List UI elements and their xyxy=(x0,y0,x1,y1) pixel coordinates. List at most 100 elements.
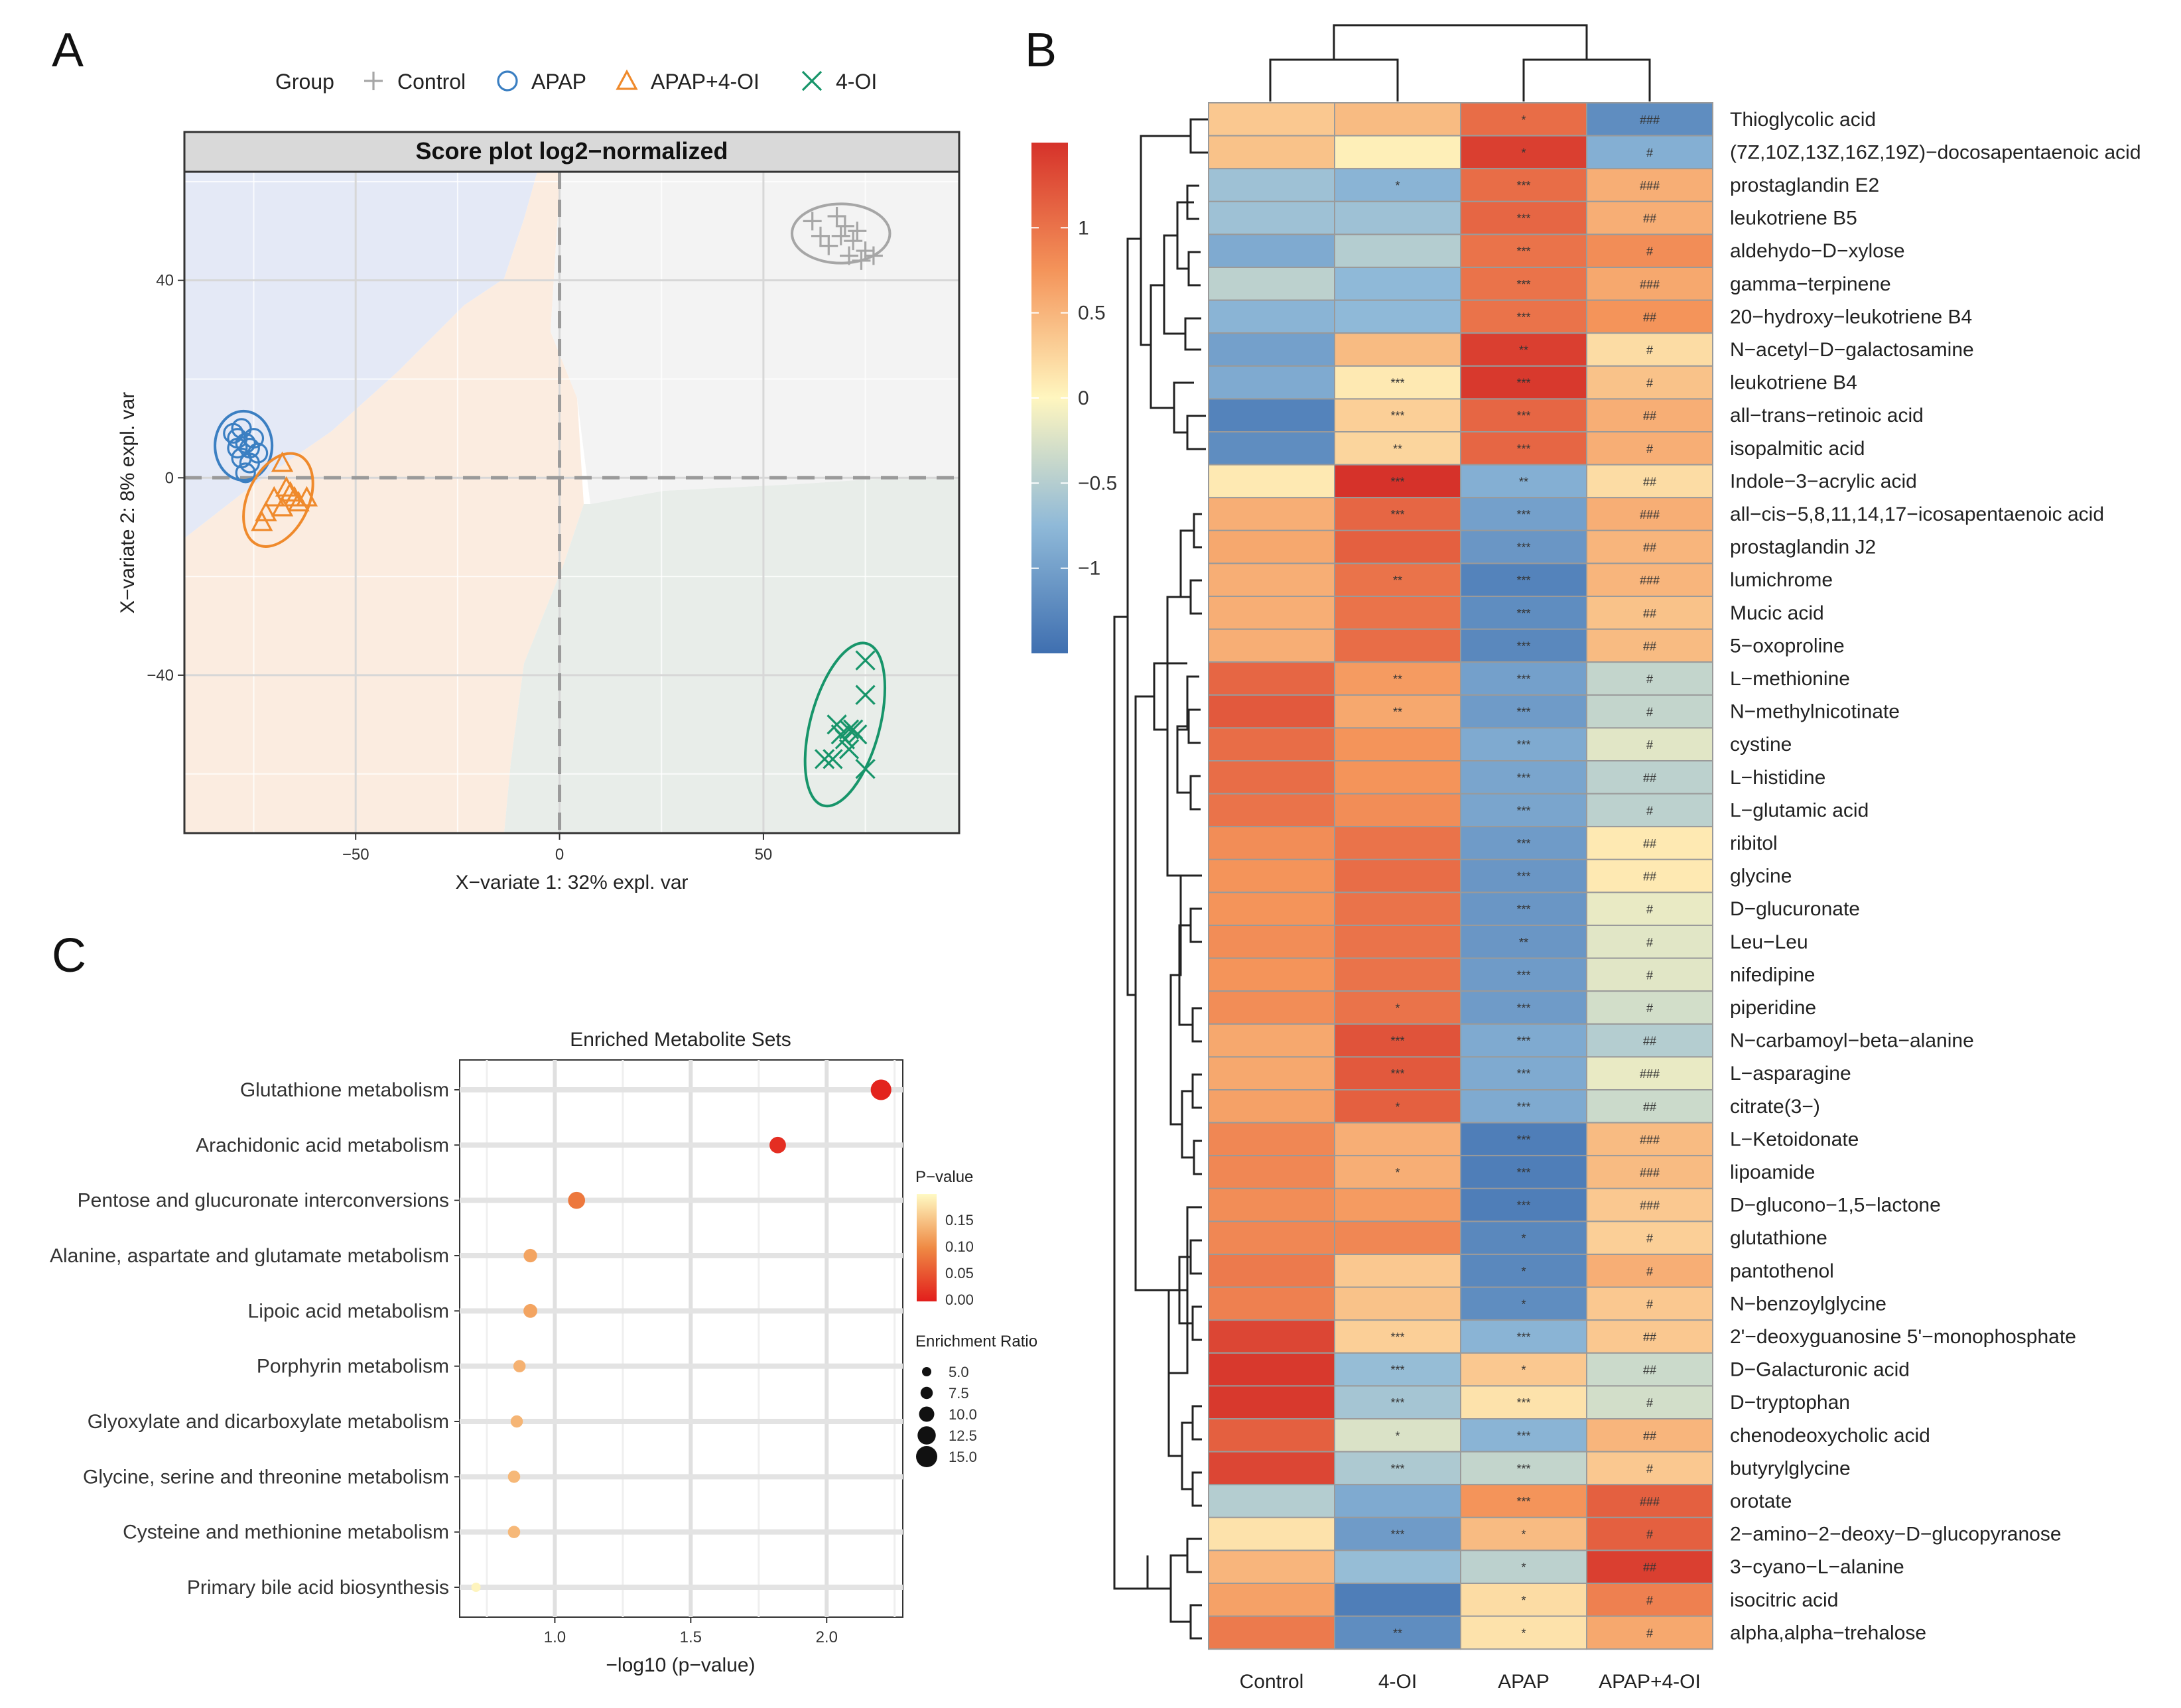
y-tick-label: 0 xyxy=(165,469,174,487)
y-tick-label: −40 xyxy=(147,667,174,685)
heatmap-cell xyxy=(1208,1155,1335,1189)
heatmap-cell xyxy=(1586,365,1713,400)
significance-mark: # xyxy=(1646,1528,1653,1542)
heatmap-cell xyxy=(1586,1352,1713,1387)
significance-mark: *** xyxy=(1516,738,1530,752)
row-tree-node xyxy=(1186,415,1206,450)
heatmap-cell xyxy=(1208,1451,1335,1486)
ratio-tick-label: 5.0 xyxy=(949,1364,969,1380)
x-tick-label: 1.5 xyxy=(680,1628,702,1646)
significance-mark: ### xyxy=(1640,113,1660,127)
enrichment-plot: Enriched Metabolite Sets Glutathione met… xyxy=(50,1029,1037,1676)
heatmap-row-label: N−methylnicotinate xyxy=(1730,701,1900,723)
heatmap-cell xyxy=(1586,497,1713,531)
metabolite-set-label: Glutathione metabolism xyxy=(240,1079,449,1101)
row-tree-node xyxy=(1193,1140,1202,1175)
row-tree-node xyxy=(1166,596,1181,877)
significance-mark: * xyxy=(1521,1626,1526,1640)
heatmap-cell xyxy=(1334,365,1461,400)
significance-mark: ### xyxy=(1640,1133,1660,1146)
heatmap-row-label: all−trans−retinoic acid xyxy=(1730,405,1924,427)
significance-mark: ## xyxy=(1643,212,1656,226)
heatmap-row-label: L−histidine xyxy=(1730,767,1825,789)
significance-mark: # xyxy=(1646,968,1653,982)
colorbar-tick-label: −1 xyxy=(1078,558,1100,580)
heatmap-row-label: (7Z,10Z,13Z,16Z,19Z)−docosapentaenoic ac… xyxy=(1730,141,2141,163)
significance-mark: # xyxy=(1646,903,1653,916)
heatmap-cell xyxy=(1586,661,1713,696)
row-tree-node xyxy=(1191,1405,1202,1441)
row-tree-node xyxy=(1176,725,1191,794)
heatmap-cell xyxy=(1334,760,1461,795)
significance-mark: *** xyxy=(1516,837,1530,850)
heatmap-cell xyxy=(1208,628,1335,663)
significance-mark: ** xyxy=(1393,706,1402,719)
heatmap-cell xyxy=(1586,1023,1713,1058)
significance-mark: *** xyxy=(1516,212,1530,226)
heatmap-cell xyxy=(1586,596,1713,630)
heatmap-row-label: 2−amino−2−deoxy−D−glucopyranose xyxy=(1730,1524,2062,1545)
heatmap-cell xyxy=(1208,1352,1335,1387)
heatmap-row-label: prostaglandin E2 xyxy=(1730,174,1879,196)
heatmap-cell xyxy=(1334,1516,1461,1551)
heatmap-cell xyxy=(1586,891,1713,927)
heatmap-row-label: glutathione xyxy=(1730,1227,1827,1249)
heatmap-cell xyxy=(1460,398,1587,433)
pca-ticks: −50 0 50 40 0 −40 xyxy=(147,272,772,864)
heatmap-cell xyxy=(1586,957,1713,992)
data-point xyxy=(848,222,867,241)
significance-mark: *** xyxy=(1516,179,1530,192)
data-point xyxy=(855,759,876,779)
heatmap-cell xyxy=(1208,1023,1335,1058)
heatmap-cell xyxy=(1460,596,1587,630)
significance-mark: ## xyxy=(1643,1364,1656,1377)
heatmap-cell xyxy=(1586,102,1713,137)
heatmap-cell xyxy=(1208,1220,1335,1256)
significance-mark: *** xyxy=(1390,1331,1404,1344)
significance-mark: * xyxy=(1521,146,1526,159)
heatmap-cell xyxy=(1460,628,1587,663)
heatmap-cell xyxy=(1208,1056,1335,1091)
confidence-ellipse xyxy=(214,409,274,482)
metabolite-set-label: Cysteine and methionine metabolism xyxy=(123,1522,449,1544)
ratio-legend-dot xyxy=(920,1386,933,1400)
heatmap-row-label: Leu−Leu xyxy=(1730,931,1808,953)
heatmap-cell xyxy=(1334,1056,1461,1091)
heatmap-cell xyxy=(1208,1418,1335,1453)
significance-mark: *** xyxy=(1516,1331,1530,1344)
heatmap-cell xyxy=(1334,1615,1461,1650)
heatmap-cell xyxy=(1460,1122,1587,1157)
significance-mark: ### xyxy=(1640,508,1660,521)
heatmap-cell xyxy=(1586,464,1713,499)
heatmap-row-label: N−acetyl−D−galactosamine xyxy=(1730,339,1974,361)
heatmap-row-label: Mucic acid xyxy=(1730,602,1824,624)
significance-mark: ### xyxy=(1640,179,1660,192)
significance-mark: *** xyxy=(1516,1035,1530,1048)
legend-key xyxy=(364,72,383,90)
heatmap-cell xyxy=(1208,200,1335,235)
heatmap-cell xyxy=(1586,1583,1713,1617)
pca-legend: Group Control APAP APAP+4-OI 4-OI xyxy=(275,69,877,94)
heatmap-row-label: chenodeoxycholic acid xyxy=(1730,1425,1930,1447)
significance-mark: *** xyxy=(1516,541,1530,555)
heatmap-row-label: gamma−terpinene xyxy=(1730,273,1891,295)
significance-mark: ### xyxy=(1640,278,1660,291)
heatmap-cell xyxy=(1334,1254,1461,1288)
metabolite-set-label: Alanine, aspartate and glutamate metabol… xyxy=(50,1245,449,1267)
heatmap-cell xyxy=(1460,1155,1587,1189)
significance-mark: *** xyxy=(1390,377,1404,390)
pvalue-tick-label: 0.00 xyxy=(945,1291,974,1308)
metabolite-set-label: Pentose and glucuronate interconversions xyxy=(78,1190,449,1212)
heatmap-cell xyxy=(1208,102,1335,137)
heatmap-cell xyxy=(1208,497,1335,531)
heatmap-column-label: APAP+4-OI xyxy=(1599,1671,1701,1693)
significance-mark: * xyxy=(1395,1002,1400,1015)
heatmap-cell xyxy=(1208,661,1335,696)
heatmap-row-label: N−carbamoyl−beta−alanine xyxy=(1730,1030,1974,1052)
heatmap-cell xyxy=(1208,398,1335,433)
row-tree-node xyxy=(1191,1305,1202,1341)
heatmap-row-label: cystine xyxy=(1730,734,1792,755)
pca-frame xyxy=(183,170,960,834)
significance-mark: * xyxy=(1521,1297,1526,1311)
enrich-legend: P−value 0.15 0.10 0.05 0.00 Enrichment Ratio 5… xyxy=(915,1168,1037,1467)
